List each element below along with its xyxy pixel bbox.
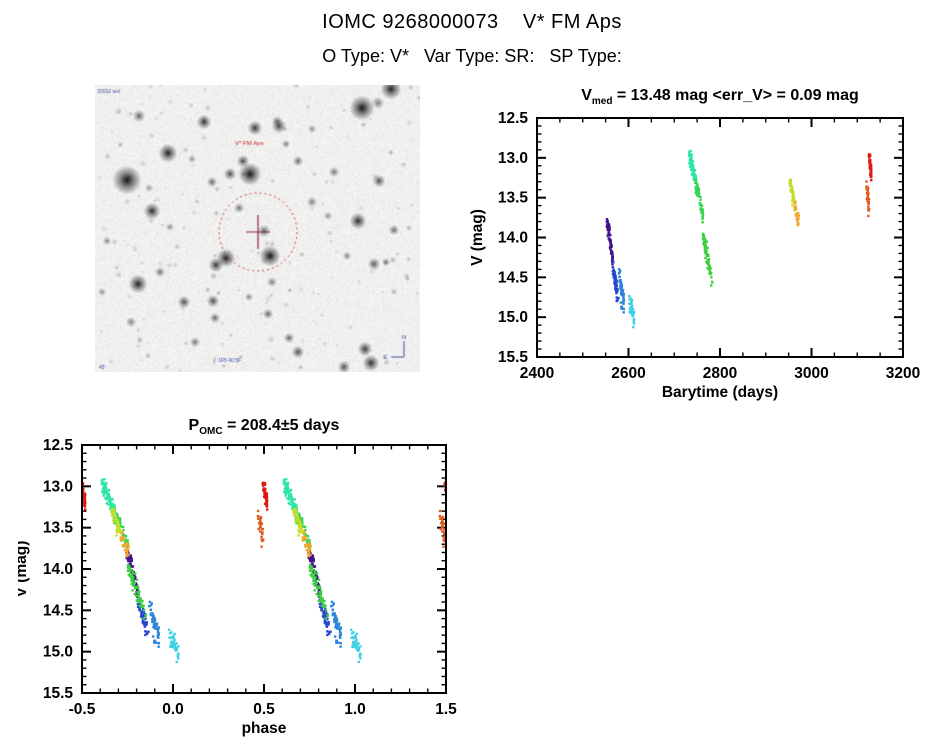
svg-text:14.5: 14.5 xyxy=(43,602,74,619)
svg-text:2400: 2400 xyxy=(520,365,554,382)
svg-text:0.5: 0.5 xyxy=(253,701,275,718)
svg-text:3000: 3000 xyxy=(794,365,828,382)
svg-text:12.5: 12.5 xyxy=(498,110,529,127)
page-subtitle: O Type: V* Var Type: SR: SP Type: xyxy=(322,46,622,66)
svg-text:phase: phase xyxy=(242,720,287,737)
lightcurve-title-sub: med xyxy=(591,96,613,108)
svg-text:2800: 2800 xyxy=(703,365,737,382)
svg-text:12.5: 12.5 xyxy=(43,437,74,454)
lightcurve-plot: 2400 2600 2800 3000 3200 12.5 13.0 13.5 14.0 14.5… xyxy=(470,110,920,401)
svg-text:V (mag): V (mag) xyxy=(18,541,30,598)
lightcurve-title-rest: = 13.48 mag <err_V> = 0.09 mag xyxy=(612,87,859,104)
svg-text:15.0: 15.0 xyxy=(43,644,73,661)
svg-text:14.5: 14.5 xyxy=(498,269,529,286)
phase-title-rest: = 208.4±5 days xyxy=(222,417,340,434)
svg-text:V (mag): V (mag) xyxy=(470,209,486,266)
svg-text:-0.5: -0.5 xyxy=(69,701,96,718)
phase-plot: -0.5 0.0 0.5 1.0 1.5 12.5 13.0 13.5 14.0 14.5 15.0… xyxy=(18,437,457,737)
phase-title-main: P xyxy=(188,417,200,434)
svg-text:13.5: 13.5 xyxy=(43,520,74,537)
page-title: IOMC 9268000073 V* FM Aps xyxy=(322,11,622,33)
phase-plot-title: POMC = 208.4±5 days xyxy=(82,417,446,437)
svg-text:13.0: 13.0 xyxy=(43,478,73,495)
svg-text:14.0: 14.0 xyxy=(498,230,528,247)
svg-text:Barytime (days): Barytime (days) xyxy=(662,384,778,401)
phase-title-sub: OMC xyxy=(199,426,223,438)
svg-text:1.5: 1.5 xyxy=(435,701,457,718)
svg-text:3200: 3200 xyxy=(886,365,920,382)
svg-text:14.0: 14.0 xyxy=(43,561,73,578)
svg-text:15.5: 15.5 xyxy=(43,685,74,702)
svg-text:2600: 2600 xyxy=(611,365,645,382)
finding-chart-image xyxy=(95,85,420,372)
lightcurve-title-main: V xyxy=(581,87,592,104)
svg-text:1.0: 1.0 xyxy=(344,701,366,718)
svg-text:15.5: 15.5 xyxy=(498,349,529,366)
svg-text:15.0: 15.0 xyxy=(498,309,528,326)
svg-text:0.0: 0.0 xyxy=(162,701,184,718)
svg-text:13.5: 13.5 xyxy=(498,190,529,207)
lightcurve-title: Vmed = 13.48 mag <err_V> = 0.09 mag xyxy=(537,87,903,107)
svg-text:13.0: 13.0 xyxy=(498,150,528,167)
